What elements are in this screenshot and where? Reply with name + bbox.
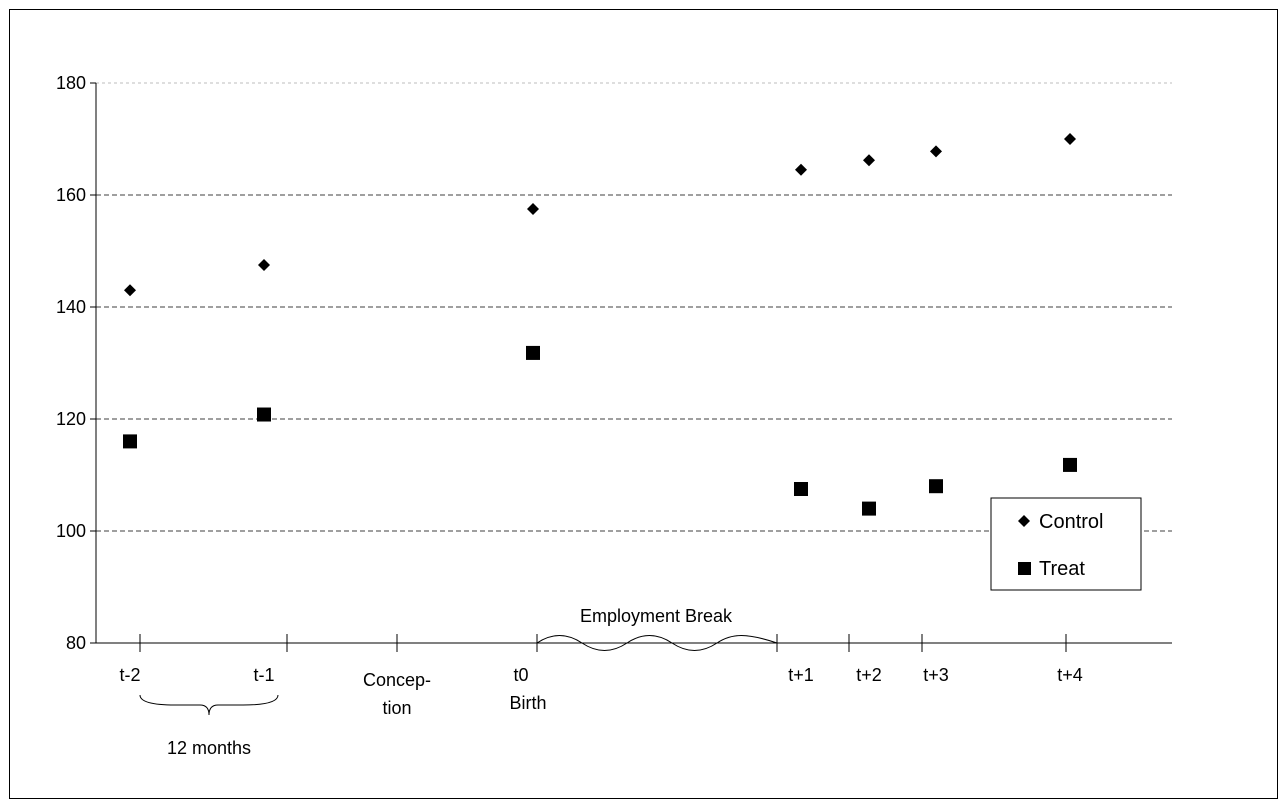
treat-point <box>794 482 808 496</box>
treat-point <box>123 434 137 449</box>
legend-control-label: Control <box>1039 511 1103 533</box>
employment-break-wave <box>536 635 778 651</box>
treat-point <box>862 501 876 516</box>
control-point <box>795 163 807 176</box>
data-marks <box>123 133 1077 516</box>
y-tick-label: 140 <box>56 297 86 317</box>
x-tick-label: t+3 <box>923 665 949 685</box>
treat-point <box>526 345 540 360</box>
treat-point <box>257 407 271 422</box>
y-tick-label: 180 <box>56 73 86 93</box>
treat-point <box>1063 457 1077 472</box>
control-point <box>527 203 539 215</box>
x-tick-label: t+2 <box>856 665 882 685</box>
conception-label: Concep-tion <box>363 670 431 718</box>
annotations: 12 months Employment Break Concep-tion B… <box>139 606 778 758</box>
birth-label: Birth <box>509 693 546 713</box>
twelve-months-brace <box>139 694 279 716</box>
x-tick-label: t-1 <box>253 665 274 685</box>
legend-control-marker <box>1018 515 1030 527</box>
employment-break-label: Employment Break <box>580 606 733 626</box>
x-axis: t-2 t-1 t0 t+1 t+2 t+3 t+4 <box>96 634 1172 685</box>
legend-box <box>990 497 1142 591</box>
x-tick-label: t+4 <box>1057 665 1083 685</box>
x-tick-label: t+1 <box>788 665 814 685</box>
legend-treat-label: Treat <box>1039 558 1085 580</box>
y-tick-label: 160 <box>56 185 86 205</box>
grid-lines <box>96 82 1172 532</box>
control-point <box>863 154 875 167</box>
x-tick-label: t-2 <box>119 665 140 685</box>
y-tick-label: 80 <box>66 633 86 653</box>
y-tick-label: 100 <box>56 521 86 541</box>
control-point <box>124 284 136 297</box>
control-point <box>1064 133 1076 145</box>
y-tick-label: 120 <box>56 409 86 429</box>
control-point <box>258 259 270 271</box>
legend: Control Treat <box>990 497 1142 591</box>
control-point <box>930 145 942 158</box>
twelve-months-label: 12 months <box>167 738 251 758</box>
y-axis: 80 100 120 140 160 180 <box>56 73 97 653</box>
legend-treat-marker <box>1018 562 1031 575</box>
treat-point <box>929 479 943 494</box>
x-tick-label: t0 <box>513 665 528 685</box>
